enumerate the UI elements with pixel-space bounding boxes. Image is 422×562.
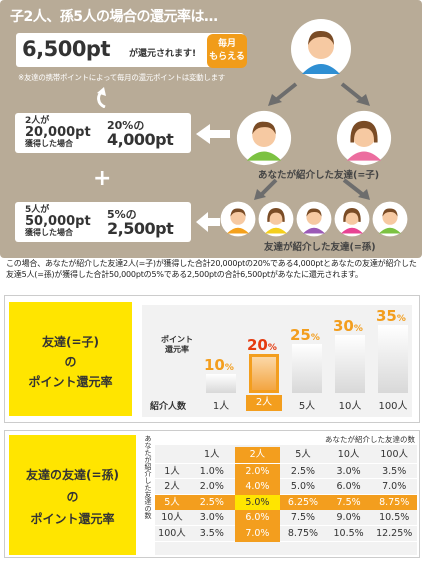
- left-arrow-icon: [196, 124, 230, 144]
- matrix-column-header: 100人: [380, 449, 408, 460]
- matrix-cell: 3.0%: [336, 465, 361, 477]
- matrix-cell: 7.5%: [290, 512, 316, 524]
- child-label: あなたが紹介した友達(=子): [258, 170, 380, 181]
- column-axis-label: あなたが紹介した友達の数: [325, 435, 415, 444]
- grandchild-rate-title-box: 友達の友達(=孫) の ポイント還元率: [9, 435, 136, 555]
- variation-note: ※友達の携帯ポイントによって毎月の還元ポイントは変動します: [18, 73, 225, 82]
- referral-explainer-panel: 子2人、孫5人の場合の還元率は… 6,500pt が還元されます! 毎月 もらえ…: [0, 0, 422, 258]
- child-calc-box: 2人が 20,000pt 獲得した場合 20%の 4,000pt: [15, 113, 191, 153]
- matrix-cell: 4.0%: [234, 479, 281, 495]
- chart-bar: [292, 344, 322, 393]
- grandchild-rate-panel: 友達の友達(=孫) の ポイント還元率 あなたが紹介した友達の数 あなたが紹介し…: [4, 430, 420, 558]
- down-left-arrow-icon: [268, 82, 298, 106]
- matrix-column-header: 5人: [295, 449, 311, 460]
- bar-value-label: 10%: [204, 355, 234, 374]
- matrix-cell: 2.0%: [199, 481, 224, 493]
- matrix-cell: 7.0%: [234, 526, 281, 542]
- grandchild-label: 友達が紹介した友達(=孫): [264, 242, 376, 253]
- matrix-row-header: 10人: [161, 512, 183, 524]
- rate-matrix: 1人 2人 5人 10人 100人 1人 1.0% 2.0% 2.5% 3.0% 3.5% 2人 2.0…: [155, 445, 417, 555]
- chart-title: ポイント 還元率: [161, 335, 193, 354]
- bar-value-label: 20%: [247, 336, 277, 354]
- matrix-cell: 8.75%: [287, 528, 319, 539]
- matrix-cell: 7.0%: [382, 481, 407, 493]
- bar-value-label: 25%: [290, 326, 320, 345]
- matrix-cell: 5.0%: [234, 494, 281, 511]
- chart-bar: [378, 324, 408, 393]
- count-axis-label: 紹介人数: [150, 402, 187, 412]
- child-rate-panel: 友達(=子) の ポイント還元率 ポイント 還元率 紹介人数 10% 1人 20% 2…: [4, 295, 420, 423]
- grandchild-avatar-icon: [334, 201, 370, 237]
- grandchild-avatar-icon: [220, 201, 256, 237]
- you-avatar-icon: [291, 19, 351, 79]
- child-rate-chart: ポイント 還元率 紹介人数 10% 1人 20% 2人 25% 5人 30% 10人 35% 10…: [142, 305, 412, 417]
- down-right-arrow-icon: [340, 82, 370, 106]
- matrix-row-header: 1人: [164, 465, 180, 477]
- chart-bar: [249, 354, 279, 393]
- matrix-cell: 6.0%: [234, 510, 281, 526]
- bar-value-label: 30%: [333, 316, 363, 335]
- curved-up-arrow-icon: [97, 87, 106, 108]
- bar-category-label: 1人: [212, 401, 230, 412]
- matrix-cell: 10.5%: [333, 528, 364, 539]
- bar-category-label: 10人: [338, 401, 362, 412]
- grandchild-avatar-icon: [296, 201, 332, 237]
- bar-category-label: 2人: [246, 395, 282, 411]
- child-rate-title-box: 友達(=子) の ポイント還元率: [9, 302, 132, 416]
- child-avatar-icon: [336, 110, 392, 166]
- matrix-cell: 1.0%: [199, 465, 224, 477]
- plus-sign: +: [93, 166, 112, 191]
- matrix-column-header: 10人: [337, 449, 360, 460]
- row-axis-label: あなたが紹介した友達の数: [144, 435, 152, 519]
- child-avatar-icon: [236, 110, 292, 166]
- matrix-cell: 3.0%: [199, 512, 224, 524]
- total-points-suffix: が還元されます!: [129, 49, 197, 59]
- matrix-cell: 8.75%: [371, 494, 417, 511]
- matrix-cell: 3.5%: [382, 465, 407, 477]
- matrix-cell: 12.25%: [376, 528, 413, 539]
- matrix-cell: 7.5%: [325, 494, 372, 511]
- matrix-cell: 6.25%: [280, 494, 326, 511]
- matrix-column-header: 2人: [234, 447, 281, 463]
- matrix-cell: 9.0%: [336, 512, 361, 524]
- matrix-cell: 2.0%: [234, 463, 281, 480]
- bar-category-label: 5人: [298, 401, 316, 412]
- chart-bar: [206, 373, 236, 393]
- total-points-box: 6,500pt が還元されます!: [16, 33, 244, 67]
- matrix-cell: 6.0%: [336, 481, 361, 493]
- down-right-arrow-icon: [342, 178, 370, 200]
- grandchild-avatar-icon: [258, 201, 294, 237]
- explanation-paragraph: この場合、あなたが紹介した友達2人(=子)が獲得した合計20,000ptの20%…: [6, 259, 417, 279]
- matrix-cell: 3.5%: [199, 528, 224, 539]
- matrix-cell: 10.5%: [379, 512, 410, 524]
- left-arrow-icon: [196, 212, 220, 232]
- grandchild-avatar-icon: [372, 201, 408, 237]
- matrix-row-header: 100人: [158, 528, 186, 539]
- total-points-value: 6,500pt: [22, 37, 111, 61]
- bar-value-label: 35%: [376, 306, 406, 325]
- panel-title: 子2人、孫5人の場合の還元率は…: [10, 9, 218, 25]
- monthly-badge: 毎月 もらえる: [207, 34, 247, 68]
- chart-bar: [335, 334, 365, 393]
- bar-category-label: 100人: [378, 401, 408, 412]
- down-left-arrow-icon: [254, 178, 278, 200]
- matrix-column-header: 1人: [204, 449, 220, 460]
- matrix-cell: 2.5%: [290, 465, 316, 477]
- matrix-row-header: 5人: [155, 494, 189, 511]
- matrix-cell: 2.5%: [189, 494, 235, 511]
- grandchild-calc-box: 5人が 50,000pt 獲得した場合 5%の 2,500pt: [15, 202, 191, 242]
- matrix-row-header: 2人: [164, 481, 180, 493]
- matrix-cell: 5.0%: [290, 481, 316, 493]
